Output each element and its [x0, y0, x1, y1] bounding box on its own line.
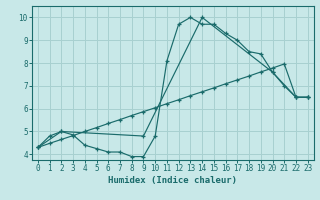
X-axis label: Humidex (Indice chaleur): Humidex (Indice chaleur) — [108, 176, 237, 185]
